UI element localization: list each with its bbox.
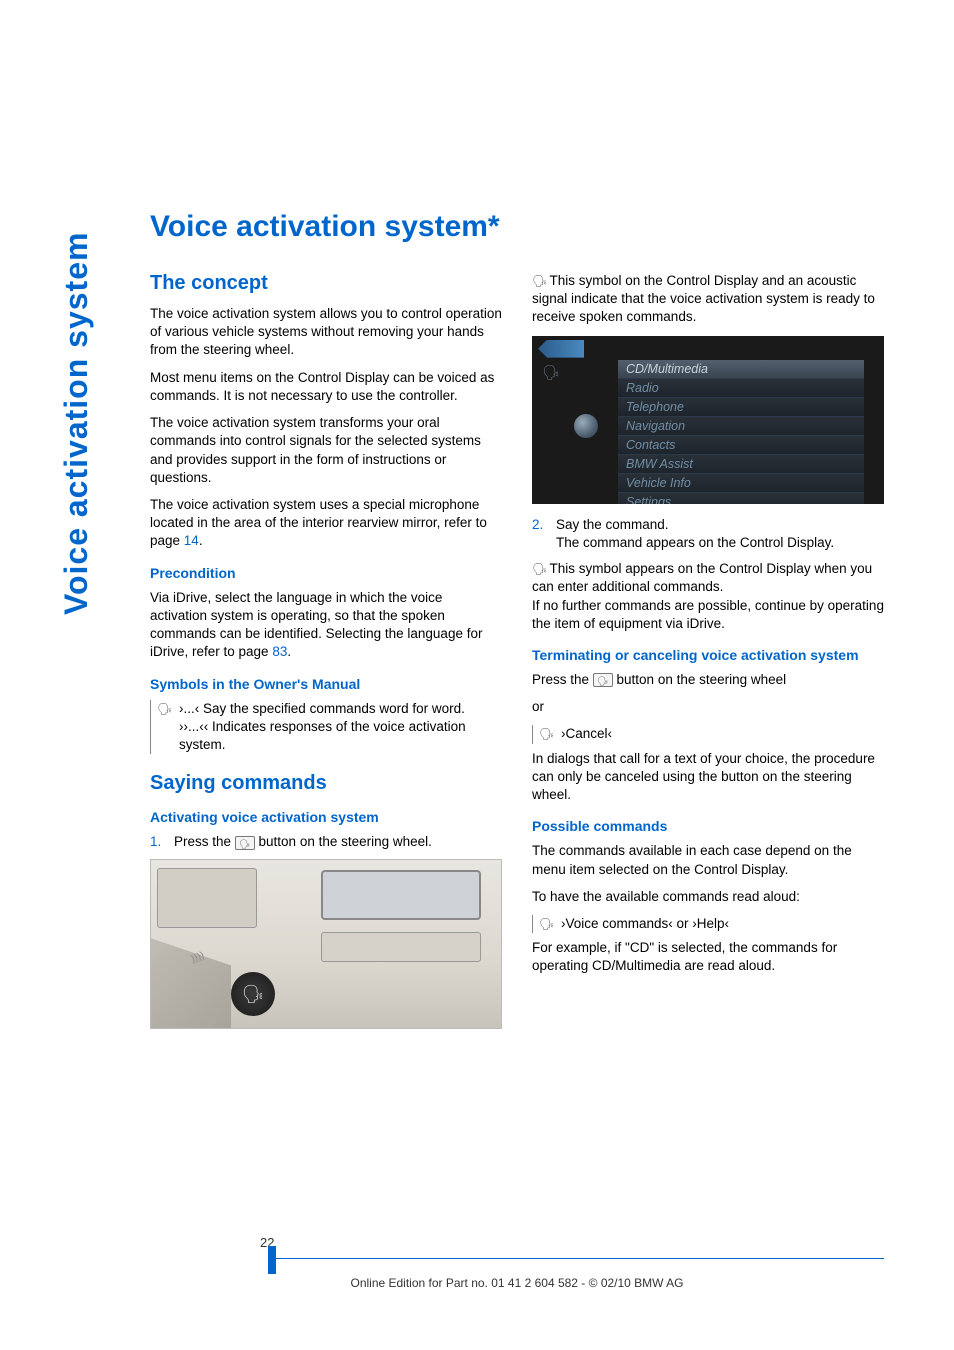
voice-icon: 🗣 xyxy=(157,701,171,717)
menu-item: Navigation xyxy=(618,417,864,436)
heading-concept: The concept xyxy=(150,272,502,295)
page-link[interactable]: 14 xyxy=(184,533,199,548)
body-text: 🗣 This symbol appears on the Control Dis… xyxy=(532,560,884,633)
control-display-screenshot: 🗣 CD/MultimediaRadioTelephoneNavigationC… xyxy=(532,336,884,504)
body-text: 🗣 This symbol on the Control Display and… xyxy=(532,272,884,327)
heading-saying-commands: Saying commands xyxy=(150,772,502,795)
body-text: To have the available commands read alou… xyxy=(532,888,884,906)
menu-item: Vehicle Info xyxy=(618,474,864,493)
step-1: 1. Press the 🗣 button on the steering wh… xyxy=(150,833,502,851)
footer-text: Online Edition for Part no. 01 41 2 604 … xyxy=(150,1276,884,1290)
right-column: 🗣 This symbol on the Control Display and… xyxy=(532,272,884,1039)
body-text: Most menu items on the Control Display c… xyxy=(150,369,502,405)
body-text: The voice activation system transforms y… xyxy=(150,414,502,487)
voice-icon: 🗣 xyxy=(539,726,553,742)
symbol-definition: 🗣 ›...‹ Say the specified commands word … xyxy=(150,700,502,755)
menu-item: Contacts xyxy=(618,436,864,455)
body-text: In dialogs that call for a text of your … xyxy=(532,750,884,805)
voice-button-icon: 🗣 xyxy=(235,836,255,850)
heading-symbols: Symbols in the Owner's Manual xyxy=(150,676,502,692)
body-text: The commands available in each case depe… xyxy=(532,842,884,878)
menu-item: BMW Assist xyxy=(618,455,864,474)
body-text: The voice activation system allows you t… xyxy=(150,305,502,360)
menu-item: Settings xyxy=(618,493,864,504)
voice-icon: 🗣 xyxy=(539,916,553,932)
heading-precondition: Precondition xyxy=(150,565,502,581)
menu-item: CD/Multimedia xyxy=(618,360,864,379)
page-title: Voice activation system* xyxy=(150,210,884,244)
voice-icon: 🗣 xyxy=(532,561,546,577)
heading-possible-commands: Possible commands xyxy=(532,818,884,834)
body-text: For example, if "CD" is selected, the co… xyxy=(532,939,884,975)
command-cancel: 🗣 ›Cancel‹ xyxy=(532,725,884,743)
body-text: or xyxy=(532,698,884,716)
voice-button-icon: 🗣 xyxy=(593,673,613,687)
body-text: Press the 🗣 button on the steering wheel xyxy=(532,671,884,689)
dashboard-illustration: )))) 🗣 xyxy=(150,859,502,1029)
menu-item: Telephone xyxy=(618,398,864,417)
body-text: The voice activation system uses a speci… xyxy=(150,496,502,551)
heading-activating: Activating voice activation system xyxy=(150,809,502,825)
body-text: Via iDrive, select the language in which… xyxy=(150,589,502,662)
voice-icon: 🗣 xyxy=(532,273,546,289)
voice-icon: 🗣 xyxy=(542,364,560,381)
command-voice-help: 🗣 ›Voice commands‹ or ›Help‹ xyxy=(532,915,884,933)
page-link[interactable]: 83 xyxy=(272,644,287,659)
left-column: The concept The voice activation system … xyxy=(150,272,502,1039)
page-footer: 22 Online Edition for Part no. 01 41 2 6… xyxy=(150,1235,884,1290)
voice-button-graphic: 🗣 xyxy=(231,972,275,1016)
heading-terminating: Terminating or canceling voice activatio… xyxy=(532,647,884,663)
page-number: 22 xyxy=(260,1235,884,1250)
step-2: 2. Say the command. The command appears … xyxy=(532,516,884,552)
menu-item: Radio xyxy=(618,379,864,398)
